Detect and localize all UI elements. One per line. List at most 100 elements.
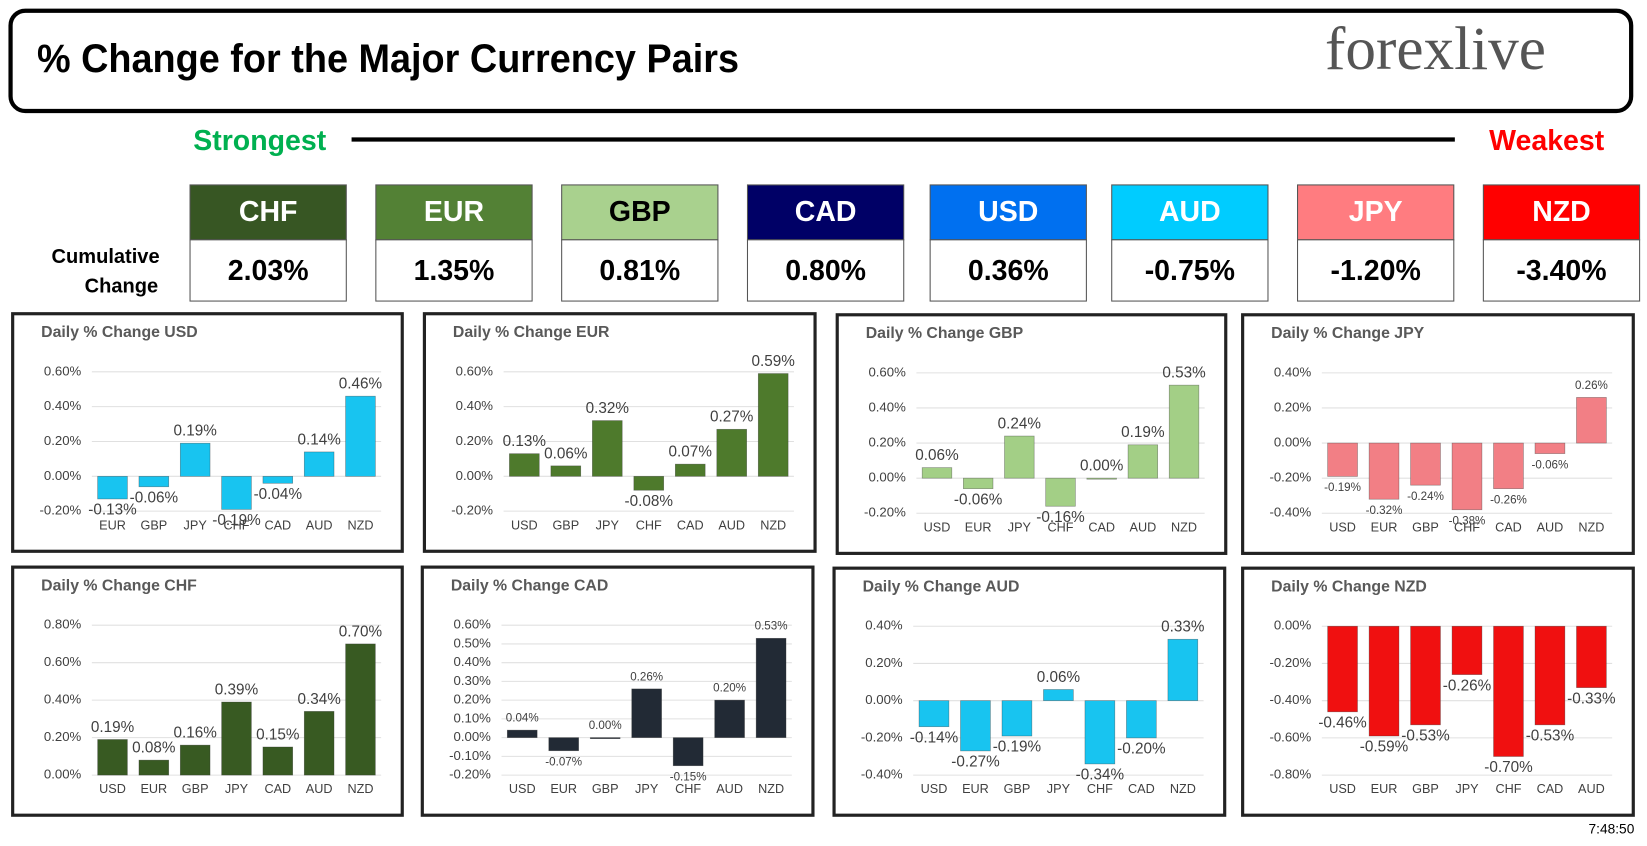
x-tick-label: EUR <box>140 782 167 796</box>
value-label: -0.27% <box>951 754 1000 771</box>
x-tick-label: CAD <box>1128 782 1155 796</box>
x-tick-label: EUR <box>962 782 989 796</box>
card-change: 0.36% <box>968 255 1049 287</box>
value-label: -0.38% <box>1449 514 1486 527</box>
value-label: -0.19% <box>1324 481 1361 494</box>
bar <box>1576 397 1607 444</box>
y-tick-label: 0.80% <box>44 617 82 632</box>
y-tick-label: -0.20% <box>1269 655 1311 670</box>
x-tick-label: CAD <box>1495 520 1522 534</box>
card-value-box <box>746 239 905 302</box>
card-currency: EUR <box>424 196 484 228</box>
y-tick-label: 0.00% <box>1274 435 1312 450</box>
value-label: -0.33% <box>1567 690 1616 707</box>
x-tick-label: CAD <box>264 782 291 796</box>
y-tick-label: 0.00% <box>44 468 82 483</box>
bar <box>303 451 335 477</box>
value-label: 0.27% <box>710 409 754 426</box>
bar <box>1086 477 1117 480</box>
card-currency: USD <box>978 196 1038 228</box>
x-tick-label: CHF <box>1048 520 1074 534</box>
value-label: 0.34% <box>297 691 341 708</box>
value-label: -0.16% <box>1036 509 1085 526</box>
bar <box>506 729 538 738</box>
bar <box>592 420 623 477</box>
value-label: -0.06% <box>954 491 1003 508</box>
value-label: 0.13% <box>503 433 547 450</box>
bar <box>179 442 211 477</box>
bar <box>221 701 252 776</box>
bar <box>138 759 170 776</box>
bar <box>1327 625 1358 713</box>
card-change: 0.80% <box>785 255 866 287</box>
bar <box>509 453 540 477</box>
bar <box>963 477 994 490</box>
card-change: -3.40% <box>1516 255 1606 287</box>
card-currency: NZD <box>1532 196 1591 228</box>
chart-title: Daily % Change JPY <box>1271 325 1424 342</box>
value-label: -0.06% <box>1532 458 1569 471</box>
value-label: 0.19% <box>173 423 217 440</box>
card-value-box <box>1111 239 1269 302</box>
value-label: -0.13% <box>88 502 137 519</box>
x-tick-label: GBP <box>1004 782 1031 796</box>
x-tick-label: CAD <box>677 518 704 532</box>
x-tick-label: GBP <box>1412 782 1439 796</box>
card-change: -1.20% <box>1331 255 1421 287</box>
chart-title: Daily % Change USD <box>41 324 198 341</box>
x-tick-label: NZD <box>1578 520 1604 534</box>
chart-title: Daily % Change CAD <box>451 577 608 594</box>
bar <box>1004 435 1035 479</box>
y-tick-label: 0.40% <box>865 618 903 633</box>
value-label: 0.59% <box>752 353 796 370</box>
x-tick-label: USD <box>509 782 536 796</box>
bar <box>1410 625 1441 726</box>
bar <box>589 737 621 739</box>
chart-title: Daily % Change GBP <box>866 325 1024 342</box>
x-tick-label: EUR <box>965 520 992 534</box>
bar <box>97 475 128 500</box>
bar <box>1493 442 1524 490</box>
value-label: 0.06% <box>915 447 959 464</box>
card-value-box <box>929 239 1087 302</box>
x-tick-label: USD <box>511 518 538 532</box>
x-tick-label: USD <box>1329 782 1356 796</box>
chart-title: Daily % Change NZD <box>1271 578 1427 595</box>
bar <box>716 428 747 477</box>
x-tick-label: JPY <box>1008 520 1032 534</box>
value-label: 0.26% <box>630 670 663 683</box>
x-tick-label: CHF <box>223 518 249 532</box>
bar <box>1001 700 1033 737</box>
value-label: -0.19% <box>212 512 261 529</box>
value-label: -0.26% <box>1443 677 1492 694</box>
y-tick-label: 0.00% <box>868 470 906 485</box>
x-tick-label: AUD <box>1578 782 1605 796</box>
x-tick-label: JPY <box>596 518 620 532</box>
bar <box>1368 625 1400 737</box>
chart-frame <box>420 565 815 817</box>
y-tick-label: 0.60% <box>44 363 82 378</box>
x-tick-label: NZD <box>1171 520 1197 534</box>
y-tick-label: 0.00% <box>44 767 82 782</box>
bar <box>550 465 582 477</box>
y-tick-label: 0.20% <box>44 729 82 744</box>
value-label: -0.70% <box>1484 759 1533 776</box>
value-label: -0.53% <box>1526 728 1575 745</box>
value-label: 0.04% <box>506 712 539 725</box>
value-label: -0.08% <box>625 493 674 510</box>
x-tick-label: CAD <box>1088 520 1115 534</box>
y-tick-label: 0.10% <box>454 710 492 725</box>
x-tick-label: GBP <box>1412 520 1439 534</box>
value-label: -0.34% <box>1076 767 1125 784</box>
bar <box>1167 638 1199 701</box>
y-tick-label: -0.40% <box>1269 505 1311 520</box>
bar <box>1576 625 1607 688</box>
x-tick-label: AUD <box>718 518 745 532</box>
bar <box>918 700 950 728</box>
value-label: -0.26% <box>1490 493 1527 506</box>
x-tick-label: GBP <box>552 518 579 532</box>
y-tick-label: 0.20% <box>454 692 492 707</box>
card-header <box>375 184 533 241</box>
value-label: -0.20% <box>1117 741 1166 758</box>
value-label: -0.19% <box>993 739 1042 756</box>
